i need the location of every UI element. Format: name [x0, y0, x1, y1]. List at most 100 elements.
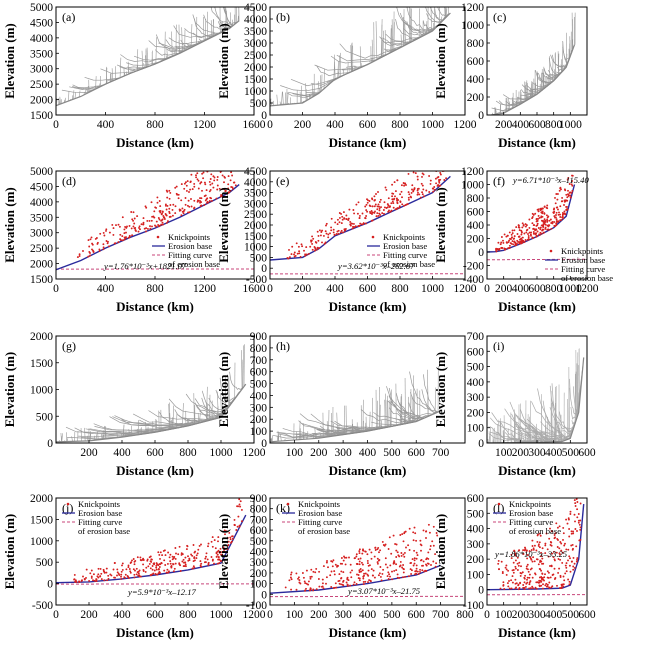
profile-segment	[390, 28, 392, 53]
x-tick-label: 600	[359, 119, 377, 131]
knickpoint	[166, 220, 169, 223]
y-tick-label: -100	[463, 600, 484, 612]
knickpoint	[97, 576, 100, 579]
knickpoint	[145, 230, 147, 233]
knickpoint	[228, 165, 230, 167]
x-tick-label: 500	[562, 609, 580, 621]
knickpoint	[108, 231, 111, 234]
knickpoint	[223, 529, 226, 532]
knickpoint	[216, 550, 219, 553]
knickpoint	[145, 566, 148, 569]
y-tick-label: 800	[250, 343, 268, 355]
knickpoint	[376, 205, 379, 208]
knickpoint	[387, 210, 390, 213]
knickpoint	[507, 241, 510, 244]
knickpoint	[359, 557, 362, 560]
knickpoint	[389, 210, 392, 213]
profile-segment	[295, 431, 298, 440]
knickpoint	[190, 205, 193, 208]
knickpoint	[378, 205, 380, 208]
knickpoint	[392, 202, 395, 205]
knickpoint	[389, 564, 392, 567]
knickpoint	[532, 224, 535, 227]
knickpoint	[537, 210, 540, 213]
knickpoint	[391, 570, 393, 573]
knickpoint	[182, 558, 185, 561]
profile-segment	[102, 433, 104, 440]
knickpoint	[571, 190, 574, 192]
stream-profile	[549, 382, 582, 434]
profile-segment	[287, 93, 289, 105]
x-tick-label: 0	[53, 119, 59, 131]
knickpoint	[511, 236, 514, 239]
knickpoint	[159, 211, 162, 214]
knickpoint	[369, 205, 372, 208]
knickpoint	[395, 549, 398, 552]
knickpoint	[524, 574, 527, 577]
y-tick-label: 0	[261, 263, 267, 275]
knickpoint	[411, 184, 414, 187]
knickpoint	[559, 587, 561, 589]
profile-segment	[95, 434, 97, 441]
knickpoint	[172, 203, 175, 206]
knickpoint	[567, 189, 569, 192]
knickpoint	[219, 171, 222, 173]
knickpoint	[510, 557, 513, 560]
knickpoint	[199, 560, 202, 563]
knickpoint	[152, 215, 155, 218]
knickpoint	[521, 226, 524, 229]
knickpoint	[238, 503, 241, 506]
y-tick-label: -100	[246, 600, 267, 612]
knickpoint	[228, 167, 230, 169]
profile-segment	[336, 412, 338, 436]
knickpoint	[112, 568, 115, 571]
knickpoint	[373, 195, 376, 198]
y-tick-label: 600	[250, 367, 268, 379]
knickpoint	[499, 243, 502, 246]
y-tick-label: 0	[478, 247, 484, 259]
knickpoint	[415, 557, 418, 560]
knickpoint	[107, 577, 110, 580]
knickpoint	[358, 217, 361, 219]
x-tick-label: 800	[146, 283, 164, 295]
knickpoint	[206, 201, 208, 204]
knickpoint	[425, 189, 428, 192]
knickpoint	[563, 544, 566, 547]
y-tick-label: 500	[36, 411, 54, 423]
stream-profile	[280, 40, 412, 92]
knickpoint	[565, 566, 568, 569]
knickpoint	[323, 242, 326, 245]
knickpoint	[394, 195, 396, 198]
knickpoint	[378, 572, 381, 575]
knickpoint	[560, 218, 563, 221]
knickpoint	[506, 582, 509, 585]
knickpoint	[429, 161, 431, 163]
knickpoint	[340, 557, 343, 559]
stream-profile	[409, 392, 441, 413]
knickpoint	[373, 205, 376, 208]
knickpoint	[210, 173, 213, 176]
knickpoint	[383, 206, 386, 209]
knickpoint	[314, 247, 317, 250]
y-tick-label: 4000	[30, 197, 53, 209]
knickpoint	[524, 585, 527, 588]
knickpoint	[355, 203, 358, 206]
plot-area	[487, 348, 585, 443]
knickpoint	[541, 557, 544, 560]
knickpoint	[500, 236, 503, 238]
knickpoint	[445, 177, 448, 180]
y-axis-label: Elevation (m)	[433, 514, 448, 589]
x-tick-label: 100	[495, 609, 513, 621]
knickpoint	[146, 227, 149, 230]
knickpoint	[514, 243, 517, 246]
y-tick-label: 700	[467, 331, 485, 343]
knickpoint	[345, 214, 348, 217]
knickpoint	[528, 226, 531, 229]
knickpoint	[410, 569, 413, 572]
y-axis-label: Elevation (m)	[433, 187, 448, 262]
x-tick-label: 1200	[576, 283, 599, 295]
knickpoint	[326, 560, 328, 562]
knickpoint	[379, 566, 382, 568]
knickpoint	[334, 563, 337, 566]
knickpoint	[507, 247, 510, 250]
